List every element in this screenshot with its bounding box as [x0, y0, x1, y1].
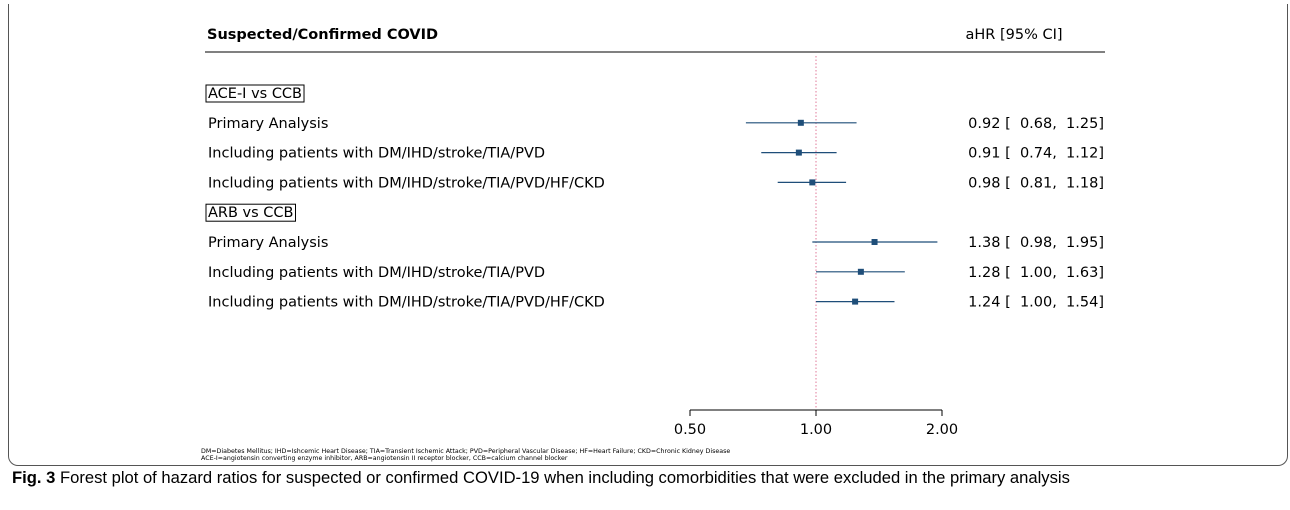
x-axis: 0.50 1.00 2.00: [674, 409, 958, 438]
row-estimate: 1.28 [ 1.00, 1.63]: [968, 265, 1104, 281]
footnote: DM=Diabetes Mellitus; IHD=Ishcemic Heart…: [201, 448, 730, 462]
row-label: Primary Analysis: [208, 116, 328, 132]
row-estimate: 1.38 [ 0.98, 1.95]: [968, 235, 1104, 251]
caption-text: Forest plot of hazard ratios for suspect…: [55, 468, 1070, 487]
row-estimate: 0.92 [ 0.68, 1.25]: [968, 116, 1104, 132]
row-label: Primary Analysis: [208, 235, 328, 251]
row-label: Including patients with DM/IHD/stroke/TI…: [208, 146, 545, 162]
row-estimate: 0.91 [ 0.74, 1.12]: [968, 146, 1104, 162]
hr-marker: [871, 239, 878, 245]
x-tick-label: 0.50: [674, 422, 706, 438]
group-label: ACE-I vs CCB: [208, 86, 302, 102]
caption-label: Fig. 3: [12, 468, 56, 487]
x-tick-label: 2.00: [926, 422, 958, 438]
footnote-line-2: ACE-I=angiotensin converting enzyme inhi…: [201, 455, 568, 462]
group-label-box: [205, 203, 296, 222]
figure-caption: Fig. 3 Forest plot of hazard ratios for …: [12, 467, 1286, 489]
hr-marker: [852, 298, 859, 305]
plot-title: Suspected/Confirmed COVID: [207, 27, 438, 43]
hr-marker: [809, 179, 816, 186]
hr-marker: [797, 119, 804, 126]
row-label: Including patients with DM/IHD/stroke/TI…: [208, 295, 605, 311]
hr-marker: [795, 149, 802, 156]
group-label: ARB vs CCB: [208, 205, 294, 221]
stat-column-header: aHR [95% CI]: [965, 27, 1062, 43]
footnote-line-1: DM=Diabetes Mellitus; IHD=Ishcemic Heart…: [201, 448, 731, 455]
forest-rows: ACE-I vs CCB Primary Analysis 0.92 [ 0.68,…: [205, 56, 1104, 410]
forest-plot: Suspected/Confirmed COVID aHR [95% CI] A…: [205, 27, 1105, 438]
hr-marker: [857, 268, 864, 275]
x-tick-label: 1.00: [800, 422, 832, 438]
row-label: Including patients with DM/IHD/stroke/TI…: [208, 265, 545, 281]
row-estimate: 1.24 [ 1.00, 1.54]: [968, 295, 1104, 311]
row-estimate: 0.98 [ 0.81, 1.18]: [968, 175, 1104, 191]
group-label-box: [205, 84, 305, 103]
figure-frame: [8, 4, 1288, 466]
row-label: Including patients with DM/IHD/stroke/TI…: [208, 175, 605, 191]
